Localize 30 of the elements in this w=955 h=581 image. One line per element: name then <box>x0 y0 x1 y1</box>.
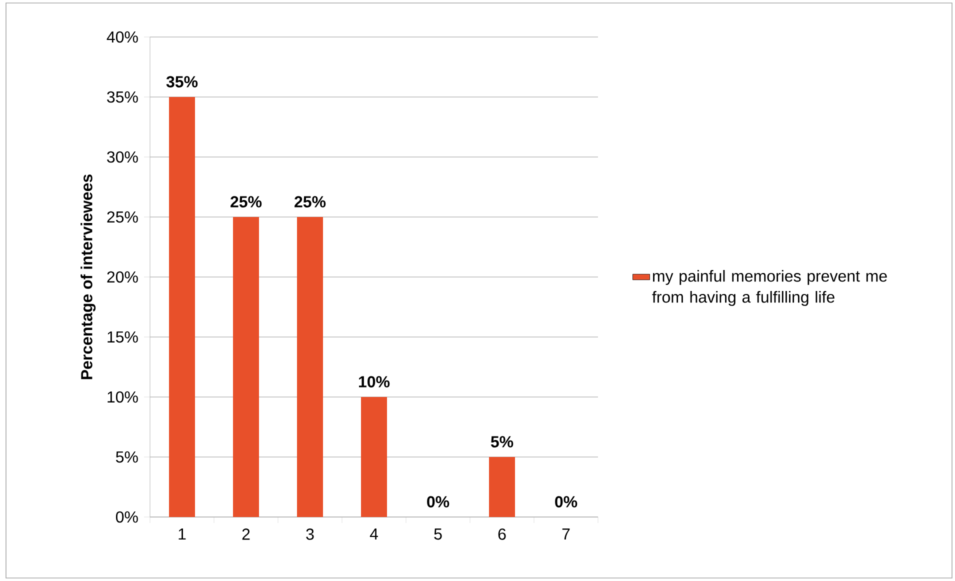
legend-label: my painful memories prevent me from having a fulfilling life <box>652 270 887 306</box>
data-label: 0% <box>427 496 450 508</box>
x-tick-label: 1 <box>178 528 186 540</box>
data-label: 25% <box>294 196 326 208</box>
y-tick-label: 30% <box>107 151 138 163</box>
y-tick-label: 35% <box>107 91 138 103</box>
y-tick-label: 0% <box>116 511 138 523</box>
y-tick-label: 25% <box>107 211 138 223</box>
y-tick-label: 5% <box>116 451 138 463</box>
y-axis-title: Percentage of interviewees <box>80 174 96 380</box>
x-tick-label: 2 <box>242 528 250 540</box>
bar <box>361 397 388 517</box>
x-tick-label: 6 <box>498 528 506 540</box>
bar <box>297 216 324 517</box>
data-label: 5% <box>490 436 514 448</box>
x-tick-label: 7 <box>562 528 570 540</box>
bar <box>489 457 516 517</box>
y-tick-label: 40% <box>106 31 138 43</box>
y-tick-label: 10% <box>108 391 138 403</box>
data-label: 10% <box>359 376 390 388</box>
y-tick-label: 20% <box>107 271 138 283</box>
x-tick-label: 5 <box>434 528 442 540</box>
data-label: 0% <box>555 496 578 508</box>
data-label: 35% <box>166 76 198 88</box>
x-tick-label: 3 <box>306 528 314 540</box>
bar <box>233 216 259 517</box>
data-label: 25% <box>230 196 262 208</box>
x-tick-label: 4 <box>370 528 378 540</box>
y-tick-label: 15% <box>108 331 138 343</box>
bar <box>169 96 195 517</box>
